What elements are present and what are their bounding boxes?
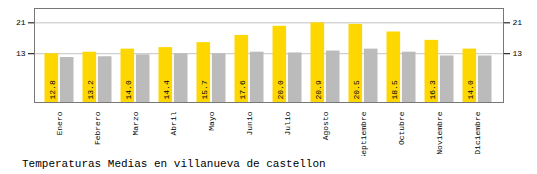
svg-text:21: 21 (16, 18, 26, 27)
svg-text:20.0: 20.0 (276, 80, 285, 99)
svg-text:Octubre: Octubre (397, 111, 406, 145)
svg-text:Septiembre: Septiembre (359, 111, 368, 156)
svg-text:Diciembre: Diciembre (473, 111, 482, 154)
svg-text:20.9: 20.9 (314, 80, 323, 99)
svg-text:14.0: 14.0 (124, 80, 133, 99)
svg-text:13: 13 (513, 49, 523, 58)
svg-text:13: 13 (16, 49, 26, 58)
svg-text:Marzo: Marzo (131, 111, 140, 135)
svg-text:Abril: Abril (169, 111, 178, 135)
svg-text:Julio: Julio (283, 111, 292, 135)
svg-text:15.7: 15.7 (200, 80, 209, 99)
svg-text:Junio: Junio (245, 111, 254, 135)
svg-text:Agosto: Agosto (321, 111, 330, 140)
svg-text:14.0: 14.0 (466, 80, 475, 99)
svg-text:12.8: 12.8 (48, 80, 57, 99)
svg-text:Enero: Enero (55, 111, 64, 135)
svg-text:20.5: 20.5 (352, 80, 361, 99)
svg-text:17.6: 17.6 (238, 80, 247, 99)
svg-text:13.2: 13.2 (86, 80, 95, 99)
svg-text:Noviembre: Noviembre (435, 111, 444, 154)
svg-text:16.3: 16.3 (428, 80, 437, 99)
svg-text:14.4: 14.4 (162, 80, 171, 99)
svg-text:18.5: 18.5 (390, 80, 399, 99)
html-text:Temperaturas Medias en villanu: Temperaturas Medias en villanueva de cas… (22, 158, 326, 170)
svg-text:Febrero: Febrero (93, 111, 102, 145)
svg-text:Mayo: Mayo (207, 111, 216, 130)
svg-text:21: 21 (513, 18, 523, 27)
